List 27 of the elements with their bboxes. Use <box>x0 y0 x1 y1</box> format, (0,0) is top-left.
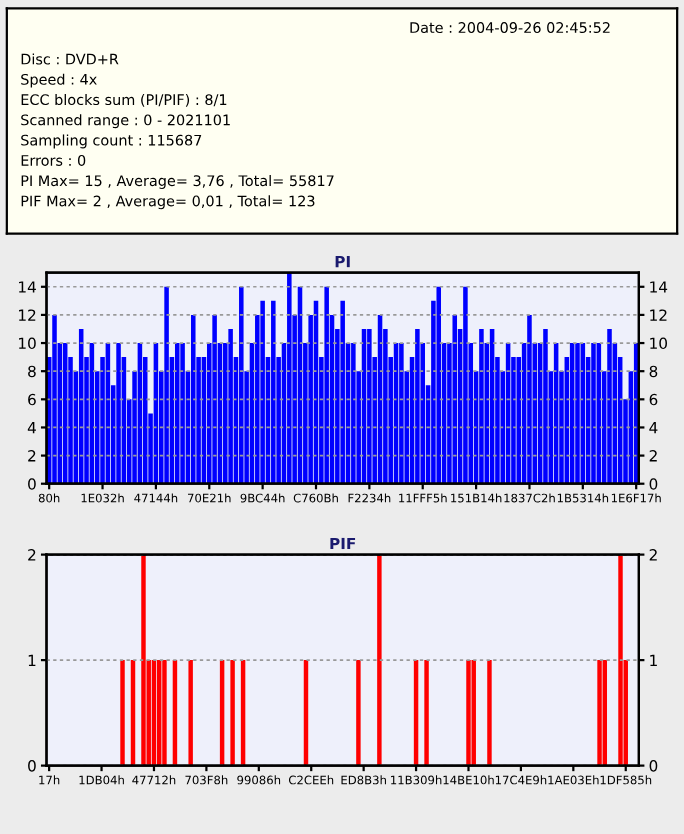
bar <box>351 343 356 484</box>
bar <box>575 343 580 484</box>
bar <box>607 328 612 484</box>
bar <box>52 314 57 484</box>
bar <box>191 314 196 484</box>
bar <box>174 343 180 484</box>
bar <box>180 343 185 484</box>
bar <box>415 328 420 484</box>
bar <box>228 328 233 484</box>
bar <box>527 314 532 484</box>
bar <box>543 328 548 484</box>
bar <box>452 314 458 484</box>
bar <box>287 272 292 484</box>
bar <box>164 286 169 484</box>
bar <box>212 314 217 484</box>
bar <box>116 343 121 484</box>
bar <box>271 300 276 484</box>
bar <box>260 300 265 484</box>
bar <box>324 286 329 484</box>
bar <box>340 300 345 484</box>
bar <box>239 286 244 484</box>
bar <box>591 343 596 484</box>
bar <box>436 286 442 484</box>
bar <box>463 286 468 484</box>
bar <box>479 328 484 484</box>
bar <box>399 343 404 484</box>
bar <box>367 328 372 484</box>
